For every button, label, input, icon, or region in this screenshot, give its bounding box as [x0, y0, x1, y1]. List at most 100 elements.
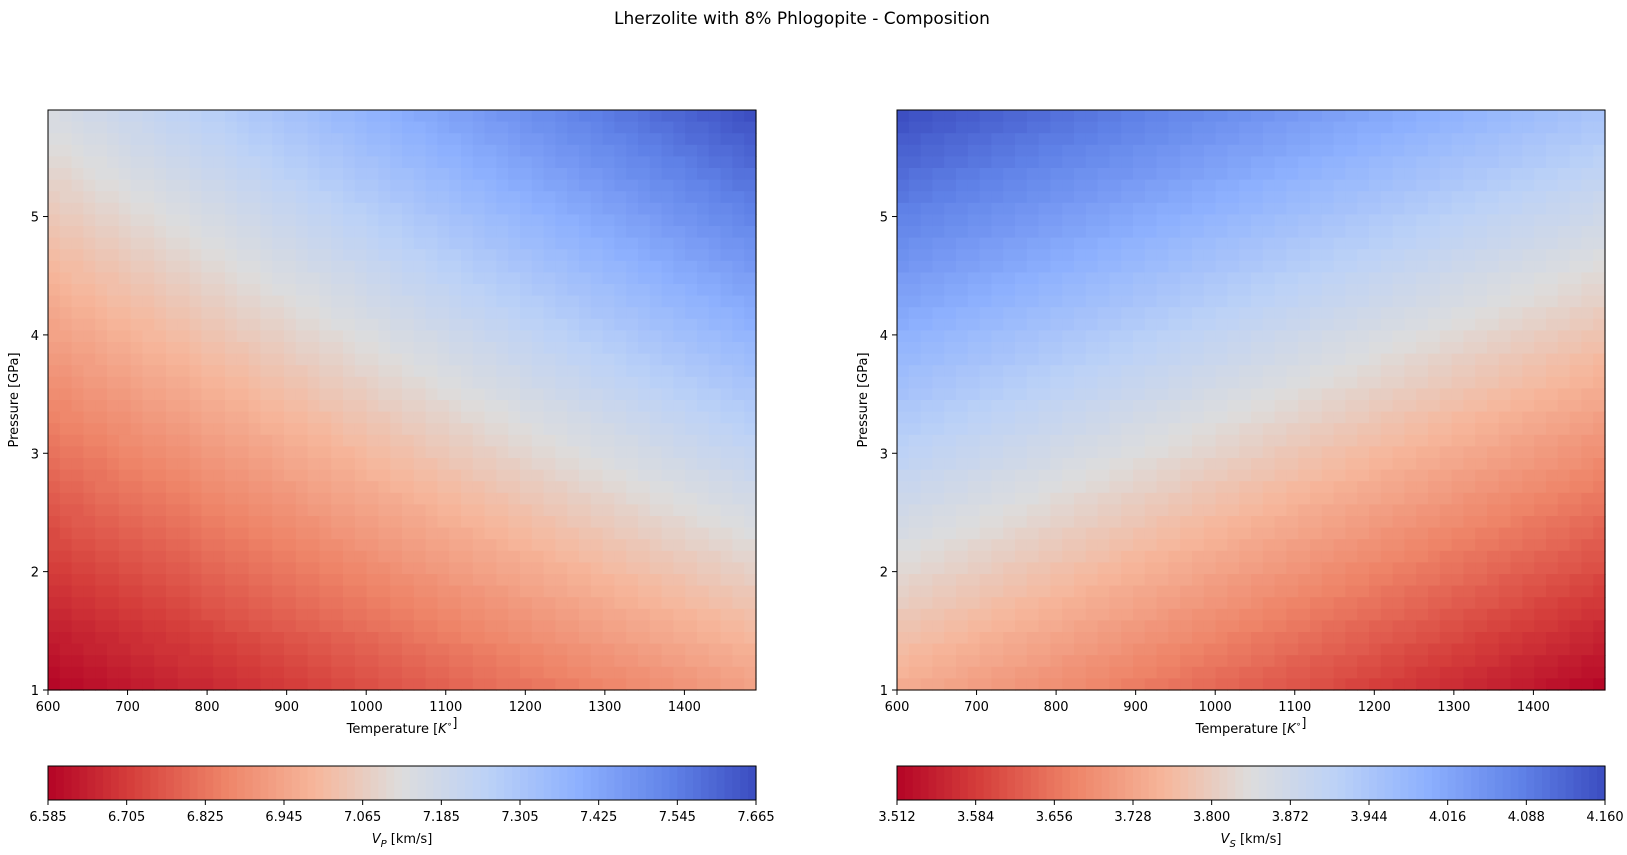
heatmap-cell [201, 597, 214, 610]
heatmap-cell [708, 469, 722, 482]
heatmap-cell [1050, 492, 1063, 505]
heatmap-cell [201, 353, 214, 366]
heatmap-cell [95, 411, 108, 424]
heatmap-cell [307, 469, 320, 482]
heatmap-cell [378, 411, 391, 424]
heatmap-cell [720, 144, 733, 157]
heatmap-cell [1015, 144, 1028, 157]
heatmap-cell [1298, 295, 1311, 308]
heatmap-cell [614, 562, 627, 575]
heatmap-cell [354, 260, 368, 273]
heatmap-cell [567, 655, 580, 668]
heatmap-cell [567, 597, 580, 610]
heatmap-cell [496, 527, 509, 540]
heatmap-cell [472, 400, 486, 413]
heatmap-cell [1298, 608, 1311, 621]
heatmap-cell [225, 191, 238, 204]
heatmap-cell [991, 574, 1004, 587]
heatmap-cell [979, 608, 992, 621]
heatmap-cell [531, 632, 545, 645]
heatmap-cell [284, 144, 297, 157]
heatmap-cell [1239, 168, 1252, 181]
heatmap-cell [260, 608, 273, 621]
heatmap-cell [1227, 504, 1240, 517]
heatmap-cell [979, 260, 992, 273]
heatmap-cell [366, 597, 379, 610]
heatmap-cell [1156, 342, 1169, 355]
heatmap-cell [555, 388, 568, 401]
heatmap-cell [272, 330, 285, 343]
heatmap-cell [1085, 237, 1099, 250]
heatmap-cell [1121, 411, 1134, 424]
heatmap-cell [1251, 249, 1264, 262]
heatmap-cell [1050, 121, 1063, 134]
heatmap-cell [366, 608, 379, 621]
heatmap-cell [413, 458, 427, 471]
heatmap-cell [71, 527, 84, 540]
heatmap-cell [59, 446, 73, 459]
heatmap-cell [1192, 608, 1205, 621]
heatmap-cell [1321, 144, 1335, 157]
heatmap-cell [378, 272, 391, 285]
heatmap-cell [732, 574, 745, 587]
heatmap-cell [201, 481, 214, 494]
heatmap-cell [1251, 318, 1264, 331]
heatmap-cell [732, 400, 745, 413]
heatmap-cell [673, 353, 686, 366]
heatmap-cell [1168, 260, 1181, 273]
heatmap-cell [201, 133, 214, 146]
heatmap-cell [1026, 110, 1040, 123]
heatmap-cell [402, 608, 415, 621]
heatmap-cell [1215, 330, 1228, 343]
heatmap-cell [1156, 400, 1169, 413]
heatmap-cell [1097, 550, 1110, 563]
heatmap-cell [48, 411, 61, 424]
heatmap-cell [1227, 330, 1240, 343]
heatmap-cell [979, 144, 992, 157]
heatmap-cell [413, 643, 427, 656]
heatmap-cell [579, 620, 592, 633]
heatmap-cell [130, 191, 143, 204]
heatmap-cell [1085, 400, 1099, 413]
heatmap-cell [166, 342, 179, 355]
heatmap-cell [71, 458, 84, 471]
heatmap-cell [71, 191, 84, 204]
heatmap-cell [307, 226, 320, 239]
heatmap-cell [236, 133, 250, 146]
heatmap-cell [520, 539, 533, 552]
heatmap-cell [602, 353, 615, 366]
heatmap-cell [1003, 678, 1016, 691]
heatmap-cell [932, 353, 945, 366]
heatmap-cell [1156, 353, 1169, 366]
heatmap-cell [260, 342, 273, 355]
heatmap-cell [331, 133, 344, 146]
heatmap-cell [543, 121, 556, 134]
heatmap-cell [1227, 260, 1240, 273]
heatmap-cell [402, 249, 415, 262]
heatmap-cell [378, 168, 391, 181]
heatmap-cell [1050, 307, 1063, 320]
heatmap-cell [1144, 655, 1158, 668]
heatmap-cell [1085, 516, 1099, 529]
heatmap-cell [319, 388, 332, 401]
heatmap-cell [720, 446, 733, 459]
heatmap-cell [107, 504, 120, 517]
heatmap-cell [649, 585, 663, 598]
colorbar-band [504, 766, 513, 800]
heatmap-cell [1133, 388, 1146, 401]
heatmap-cell [920, 342, 933, 355]
heatmap-cell [1003, 655, 1016, 668]
heatmap-cell [1168, 585, 1181, 598]
heatmap-cell [95, 608, 108, 621]
heatmap-cell [1227, 516, 1240, 529]
heatmap-cell [979, 446, 992, 459]
heatmap-cell [614, 539, 627, 552]
heatmap-cell [1310, 168, 1323, 181]
heatmap-cell [413, 492, 427, 505]
heatmap-cell [720, 527, 733, 540]
heatmap-cell [166, 191, 179, 204]
heatmap-cell [932, 295, 945, 308]
heatmap-cell [449, 539, 462, 552]
heatmap-cell [638, 272, 651, 285]
heatmap-cell [1215, 608, 1228, 621]
